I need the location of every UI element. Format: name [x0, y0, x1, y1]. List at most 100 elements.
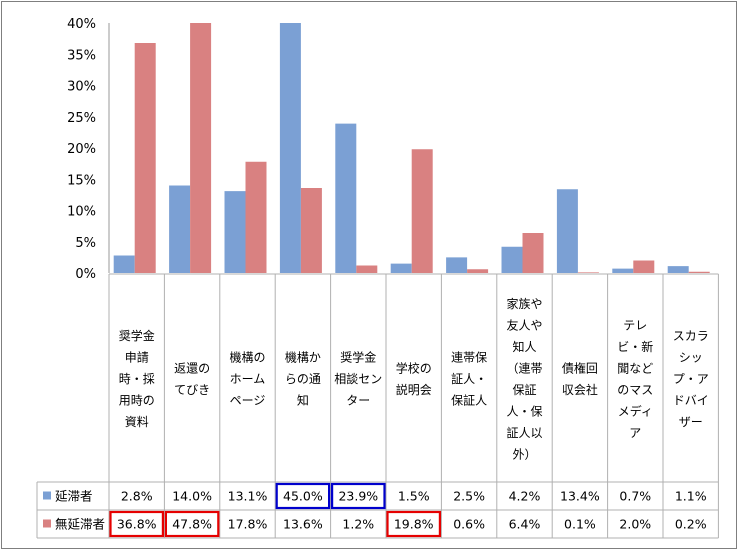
bar-delinquent: [169, 185, 191, 273]
category-label: 返還の: [174, 361, 210, 375]
category-label: 資料: [125, 415, 149, 429]
data-label: 2.5%: [453, 489, 485, 504]
category-label: 相談セン: [334, 371, 382, 386]
data-label: 2.0%: [619, 517, 651, 532]
bar-delinquent: [113, 255, 135, 273]
bar-non-delinquent: [522, 233, 544, 273]
category-label: てびき: [174, 383, 210, 397]
y-tick-label: 40%: [67, 17, 96, 32]
highlight-box: [109, 510, 165, 538]
y-tick-label: 30%: [67, 80, 96, 95]
category-label: 保証人: [451, 394, 487, 408]
category-label: ザー: [679, 415, 703, 429]
category-label: 連帯保: [451, 351, 487, 365]
data-label: 19.8%: [394, 517, 434, 532]
data-label: 23.9%: [338, 489, 378, 504]
category-label: 証人・: [451, 372, 487, 386]
bar-non-delinquent: [300, 188, 322, 273]
bar-non-delinquent: [190, 23, 212, 273]
data-label: 36.8%: [117, 517, 157, 532]
data-label: 1.1%: [675, 489, 707, 504]
category-label: ター: [346, 394, 370, 408]
category-label: メディ: [618, 403, 653, 418]
category-label: 友人や: [506, 318, 542, 332]
data-label: 45.0%: [283, 489, 323, 504]
data-label: 13.4%: [560, 489, 600, 504]
data-label: 4.2%: [509, 489, 541, 504]
bar-delinquent: [279, 23, 301, 273]
category-label: のマス: [617, 383, 653, 397]
category-label: ページ: [230, 394, 266, 408]
data-label: 47.8%: [172, 517, 212, 532]
bar-non-delinquent: [467, 269, 489, 273]
bar-delinquent: [390, 263, 412, 273]
category-label: 保証: [512, 383, 536, 397]
data-label: 14.0%: [172, 489, 212, 504]
category-label: 説明会: [396, 382, 432, 397]
category-label: ドバイ: [673, 394, 709, 408]
bar-non-delinquent: [411, 149, 433, 273]
category-label: 申請: [125, 351, 149, 365]
category-label: 知人: [512, 340, 536, 354]
data-label: 17.8%: [228, 517, 268, 532]
legend-key-non-delinquent: [43, 519, 51, 528]
highlight-box: [331, 482, 386, 510]
category-label: シッ: [679, 351, 703, 365]
data-label: 2.8%: [121, 489, 153, 504]
bar-non-delinquent: [245, 161, 267, 273]
y-tick-label: 15%: [67, 173, 96, 188]
category-label: 機構の: [229, 350, 265, 365]
bar-non-delinquent: [633, 260, 655, 273]
y-tick-label: 25%: [67, 111, 96, 126]
y-tick-label: 0%: [75, 267, 96, 282]
category-label: 奨学金: [340, 350, 376, 365]
data-label: 1.2%: [342, 517, 374, 532]
bar-non-delinquent: [134, 43, 156, 273]
category-label: 奨学金: [119, 328, 155, 343]
bar-non-delinquent: [577, 272, 599, 273]
highlight-box: [275, 482, 331, 510]
category-label: 聞など: [617, 361, 653, 375]
bar-delinquent: [612, 268, 634, 273]
bar-non-delinquent: [356, 265, 378, 273]
bar-delinquent: [501, 246, 523, 273]
category-label: 家族や: [506, 296, 542, 311]
data-label: 0.1%: [564, 517, 596, 532]
data-label: 6.4%: [509, 517, 541, 532]
data-label: 0.7%: [619, 489, 651, 504]
category-label: 収会社: [562, 382, 598, 397]
bar-delinquent: [446, 257, 468, 273]
bar-delinquent: [667, 266, 689, 273]
category-label: テレ: [623, 318, 647, 332]
category-label: 知: [297, 394, 309, 408]
category-label: 機構か: [285, 350, 321, 365]
data-label: 13.1%: [228, 489, 268, 504]
category-label: 時・採: [119, 372, 155, 386]
category-label: 用時の: [119, 394, 155, 408]
category-label: 人・保: [506, 404, 542, 418]
y-tick-label: 10%: [67, 205, 96, 220]
y-tick-label: 20%: [67, 142, 96, 157]
data-label: 1.5%: [398, 489, 430, 504]
category-label: スカラ: [673, 329, 709, 343]
data-label: 0.2%: [675, 517, 707, 532]
bar-delinquent: [224, 191, 246, 273]
series-label: 無延滞者: [55, 517, 105, 532]
legend-key-delinquent: [43, 491, 51, 500]
highlight-box: [164, 510, 220, 538]
bar-delinquent: [556, 189, 578, 273]
y-tick-label: 5%: [75, 236, 96, 251]
category-label: 学校の: [396, 360, 432, 375]
series-label: 延滞者: [55, 489, 93, 504]
category-label: 債権回: [562, 360, 598, 375]
bar-delinquent: [335, 123, 357, 273]
y-tick-label: 35%: [67, 48, 96, 63]
category-label: プ・ア: [673, 372, 709, 386]
category-label: ア: [629, 426, 641, 440]
category-label: ビ・新: [617, 339, 653, 354]
data-label: 0.6%: [453, 517, 485, 532]
category-label: 証人以: [506, 426, 542, 440]
category-label: 外）: [512, 447, 536, 461]
